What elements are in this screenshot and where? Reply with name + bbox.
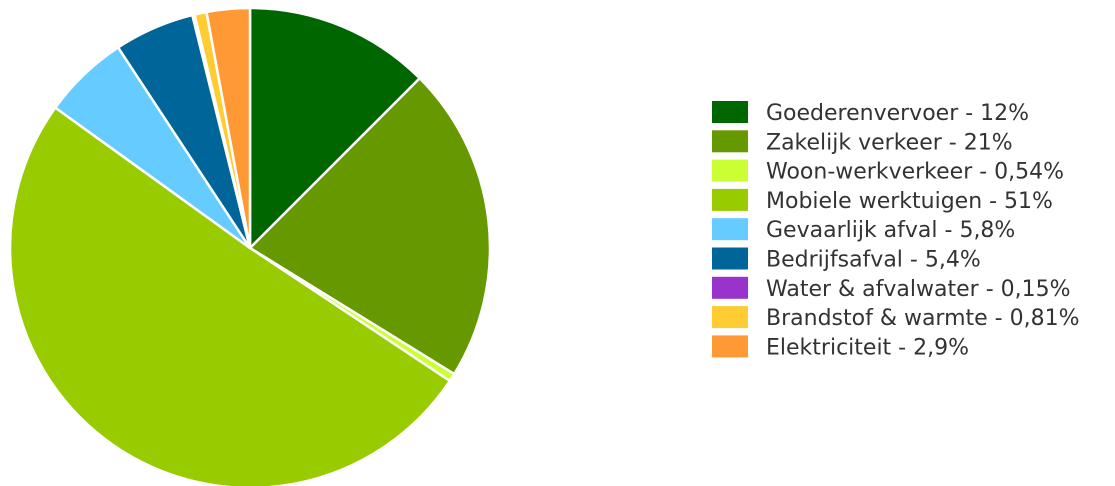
pie-slice-1: [248, 77, 492, 376]
legend-swatch-7: [712, 306, 748, 329]
legend-swatch-0: [712, 101, 748, 123]
legend-label-0: Goederenvervoer - 12%: [766, 101, 1029, 126]
legend-swatch-8: [712, 335, 748, 358]
pie-slices: [8, 6, 492, 486]
legend-label-8: Elektriciteit - 2,9%: [766, 335, 969, 360]
pie-slice-0: [248, 6, 421, 250]
legend-swatch-2: [712, 159, 748, 182]
pie-slice-8: [205, 6, 252, 250]
legend-swatch-3: [712, 188, 748, 211]
legend-label-7: Brandstof & warmte - 0,81%: [766, 306, 1080, 331]
legend: Goederenvervoer - 12% Zakelijk verkeer - …: [712, 101, 1080, 360]
legend-label-2: Woon-werkverkeer - 0,54%: [766, 160, 1064, 185]
legend-swatch-4: [712, 218, 748, 241]
legend-label-5: Bedrijfsafval - 5,4%: [766, 248, 981, 273]
legend-label-6: Water & afvalwater - 0,15%: [766, 277, 1071, 302]
legend-swatch-5: [712, 247, 748, 270]
legend-swatch-1: [712, 130, 748, 153]
legend-label-3: Mobiele werktuigen - 51%: [766, 189, 1053, 214]
legend-label-4: Gevaarlijk afval - 5,8%: [766, 218, 1015, 243]
legend-label-1: Zakelijk verkeer - 21%: [766, 130, 1013, 155]
legend-swatch-6: [712, 276, 748, 299]
pie-slice-3: [8, 106, 452, 486]
